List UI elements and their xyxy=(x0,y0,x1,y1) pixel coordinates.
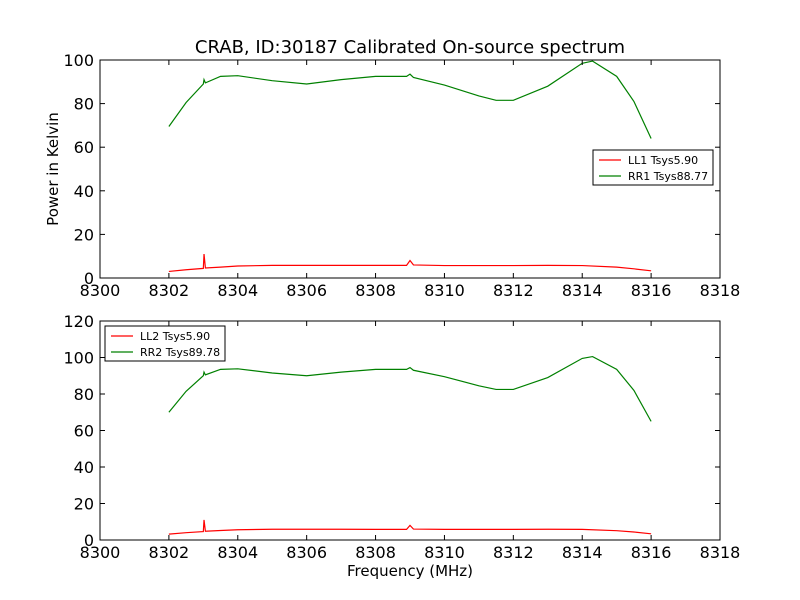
x-tick-label: 8314 xyxy=(562,543,603,562)
series-line-1 xyxy=(168,519,652,535)
x-tick-label: 8310 xyxy=(424,543,465,562)
series-line-1 xyxy=(168,253,652,273)
legend-entry: RR2 Tsys89.78 xyxy=(140,346,220,359)
x-axis-label: Frequency (MHz) xyxy=(347,562,473,580)
series-line-2 xyxy=(168,60,652,139)
y-tick-label: 100 xyxy=(63,51,94,70)
x-tick-label: 8314 xyxy=(562,281,603,300)
y-tick-label: 40 xyxy=(74,182,94,201)
x-tick-label: 8306 xyxy=(286,281,327,300)
y-tick-label: 120 xyxy=(63,312,94,331)
legend-entry: LL1 Tsys5.90 xyxy=(628,154,698,167)
y-tick-label: 100 xyxy=(63,349,94,368)
bottom-plot: 8300 8302 8304 8306 8308 8310 8312 8314 8316 8318… xyxy=(63,312,740,580)
legend-entry: LL2 Tsys5.90 xyxy=(140,330,210,343)
x-tick-label: 8312 xyxy=(493,281,534,300)
x-tick-label: 8316 xyxy=(631,543,672,562)
x-tick-label: 8312 xyxy=(493,543,534,562)
y-tick-label: 20 xyxy=(74,495,94,514)
y-tick-label: 60 xyxy=(74,138,94,157)
legend: LL2 Tsys5.90 RR2 Tsys89.78 xyxy=(104,325,226,362)
x-tick-label: 8304 xyxy=(217,281,258,300)
x-tick-label: 8302 xyxy=(149,281,190,300)
y-tick-label: 0 xyxy=(84,269,94,288)
x-tick-label: 8308 xyxy=(355,543,396,562)
x-tick-label: 8300 xyxy=(80,281,121,300)
legend: LL1 Tsys5.90 RR1 Tsys88.77 xyxy=(592,149,714,186)
x-tick-label: 8318 xyxy=(700,543,741,562)
x-tick-label: 8304 xyxy=(217,543,258,562)
axes-frame xyxy=(99,59,721,279)
y-tick-label: 0 xyxy=(84,531,94,550)
x-tick-label: 8308 xyxy=(355,281,396,300)
y-axis-label: Power in Kelvin xyxy=(44,112,62,226)
top-plot: 8300 8302 8304 8306 8308 8310 8312 8314 8316 8318… xyxy=(44,51,740,300)
y-tick-label: 40 xyxy=(74,458,94,477)
y-tick-label: 80 xyxy=(74,95,94,114)
y-tick-label: 60 xyxy=(74,422,94,441)
y-tick-label: 20 xyxy=(74,225,94,244)
x-tick-label: 8306 xyxy=(286,543,327,562)
x-tick-label: 8310 xyxy=(424,281,465,300)
legend-entry: RR1 Tsys88.77 xyxy=(628,170,708,183)
x-tick-label: 8302 xyxy=(149,543,190,562)
legend-box xyxy=(592,149,714,186)
series-line-2 xyxy=(168,355,652,422)
x-tick-label: 8316 xyxy=(631,281,672,300)
x-tick-label: 8318 xyxy=(700,281,741,300)
y-tick-label: 80 xyxy=(74,385,94,404)
figure-title: CRAB, ID:30187 Calibrated On-source spec… xyxy=(195,37,625,58)
legend-box xyxy=(104,325,226,362)
x-tick-label: 8300 xyxy=(80,543,121,562)
